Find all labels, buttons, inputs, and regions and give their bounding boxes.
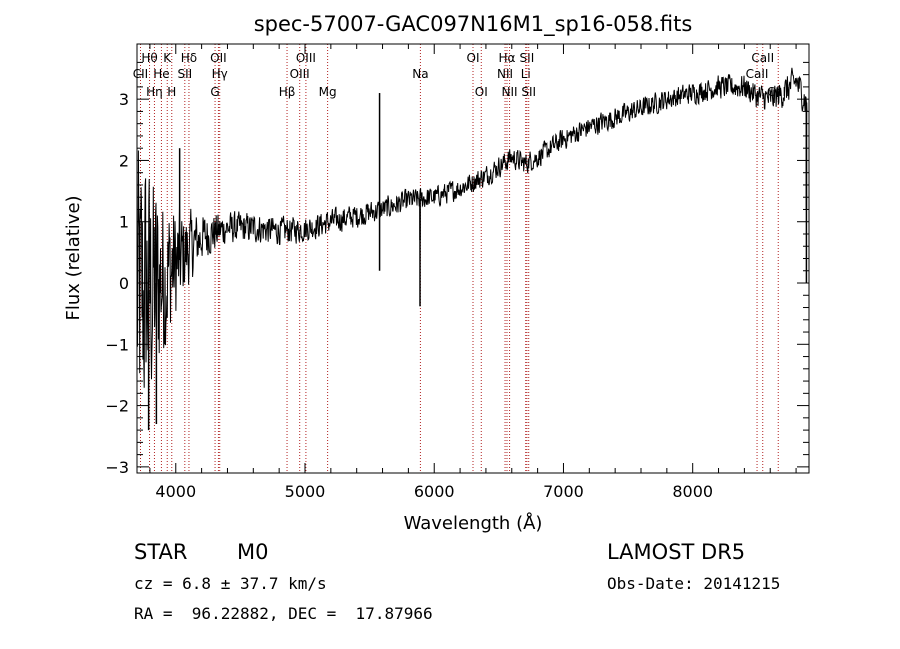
spectral-line-label: Na [412, 67, 428, 81]
y-tick-label: 2 [119, 151, 129, 170]
y-tick-label: 0 [119, 274, 129, 293]
y-tick-label: −2 [105, 397, 129, 416]
spectral-line-label: CaII [751, 51, 774, 65]
spectral-line-label: CII [133, 67, 148, 81]
x-axis-label: Wavelength (Å) [404, 512, 543, 534]
spectral-line-label: SII [521, 85, 536, 99]
redshift-velocity: cz = 6.8 ± 37.7 km/s [134, 574, 327, 593]
spectral-line-label: OI [475, 85, 488, 99]
spectral-line-label: OIII [290, 67, 310, 81]
spectral-line-label: Li [521, 67, 531, 81]
spectrum-line [136, 67, 808, 388]
object-class: STAR [134, 540, 188, 564]
survey-name: LAMOST DR5 [607, 540, 746, 564]
coordinates: RA = 96.22882, DEC = 17.87966 [134, 604, 433, 623]
y-tick-label: −1 [105, 335, 129, 354]
spectral-line-label: H [167, 85, 176, 99]
spectral-line-label: CaII [746, 67, 769, 81]
spectral-line-label: SII [177, 67, 192, 81]
spectral-line-label: Hη [146, 85, 163, 99]
spectral-line-label: OIII [296, 51, 316, 65]
spectral-line-label: NII [502, 85, 518, 99]
spectral-line-label: Mg [319, 85, 337, 99]
chart-title: spec-57007-GAC097N16M1_sp16-058.fits [254, 12, 693, 37]
y-tick-label: −3 [105, 458, 129, 477]
y-tick-label: 3 [119, 90, 129, 109]
y-axis: −3 −2 −1 0 1 2 3 [105, 61, 809, 477]
spectral-line-label: NII [497, 67, 513, 81]
spectral-line-label: OII [210, 51, 227, 65]
x-tick-label: 6000 [414, 482, 455, 501]
spectral-line-label: Hβ [279, 85, 296, 99]
y-axis-label: Flux (relative) [63, 195, 84, 320]
y-tick-label: 1 [119, 213, 129, 232]
spectral-subclass: M0 [237, 540, 269, 564]
spectral-line-label: Hγ [212, 67, 228, 81]
spectral-line-label: OI [467, 51, 480, 65]
spectral-line-label: He [153, 67, 169, 81]
x-tick-label: 8000 [672, 482, 713, 501]
plot-frame [136, 43, 810, 474]
x-axis: 4000 5000 6000 7000 8000 [149, 44, 797, 501]
x-tick-label: 5000 [285, 482, 326, 501]
spectral-line-label: K [163, 51, 172, 65]
spectral-line-label: SII [520, 51, 535, 65]
spectral-line-markers: Hθ K Hδ OII OIII OI Hα SII CaII CII He SII Hγ OIII NII… [133, 44, 790, 473]
observation-date: Obs-Date: 20141215 [607, 574, 781, 593]
spectral-line-label: Hδ [181, 51, 197, 65]
spectral-line-label: G [210, 85, 219, 99]
x-tick-label: 4000 [155, 482, 196, 501]
spectral-line-label: Hα [499, 51, 516, 65]
x-tick-label: 7000 [543, 482, 584, 501]
spectral-line-label: Hθ [141, 51, 157, 65]
spectrum-layer [136, 67, 808, 431]
